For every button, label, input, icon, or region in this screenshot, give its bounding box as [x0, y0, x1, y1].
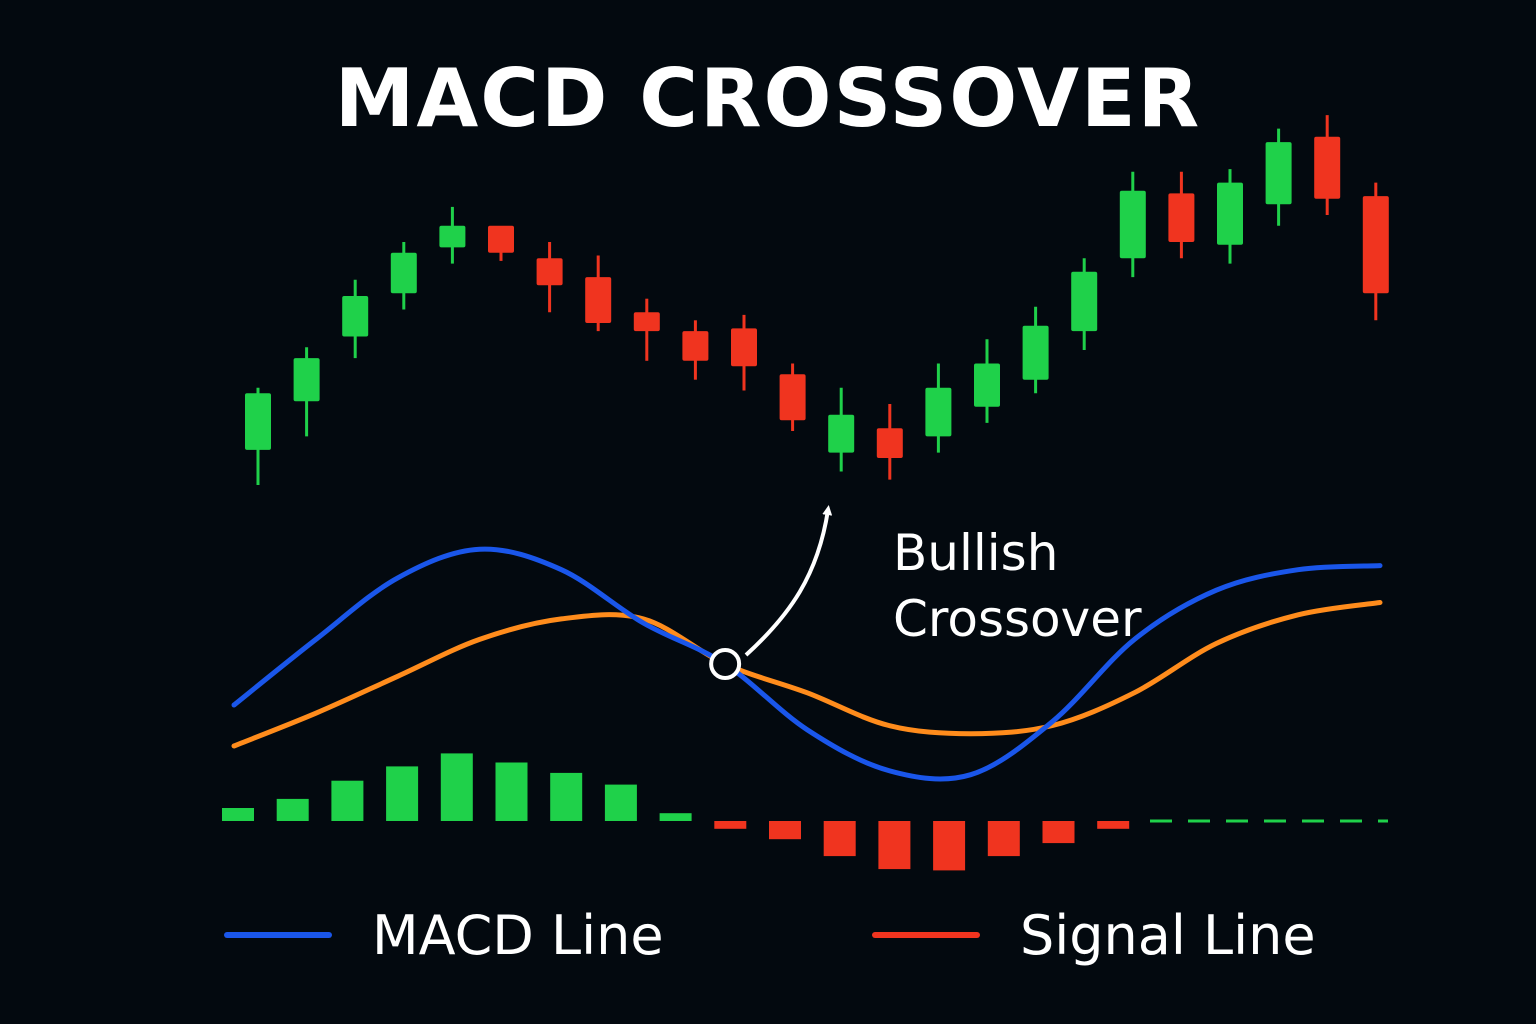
candle-body — [731, 328, 757, 367]
histogram-bar — [878, 821, 911, 870]
candle-body — [1119, 190, 1146, 259]
histogram-bar — [276, 798, 309, 821]
macd-line-series — [231, 546, 1383, 782]
signal-legend-swatch — [872, 932, 980, 938]
annotation-arrow — [744, 505, 833, 657]
annotation-line-2: Crossover — [893, 590, 1142, 648]
chart-title: MACD CROSSOVER — [334, 52, 1202, 145]
histogram-bar — [222, 808, 254, 821]
histogram-bar — [714, 821, 747, 829]
candle-body — [828, 414, 855, 453]
histogram-bar — [769, 821, 801, 840]
candle-body — [1168, 193, 1195, 242]
candle-body — [633, 312, 660, 332]
histogram-bar — [1042, 821, 1075, 844]
legend-item-signal: Signal Line — [872, 900, 1316, 970]
candle — [974, 339, 1000, 423]
candle — [1314, 115, 1341, 215]
macd-legend-swatch — [224, 932, 332, 938]
candle-body — [245, 393, 271, 450]
candle-body — [974, 363, 1000, 407]
histogram-bar — [440, 753, 473, 821]
candle — [390, 242, 417, 310]
candle-body — [1265, 142, 1292, 205]
candle — [828, 387, 855, 472]
histogram-bar — [550, 772, 583, 821]
candle-body — [925, 387, 952, 437]
candle-body — [390, 252, 417, 294]
candle — [682, 320, 709, 380]
price-candles — [245, 115, 1389, 485]
candle — [342, 279, 369, 359]
candle-body — [488, 225, 514, 253]
candle — [1022, 306, 1049, 394]
candle — [1265, 128, 1292, 226]
candle-body — [682, 331, 709, 361]
signal-legend-label: Signal Line — [1020, 903, 1316, 967]
candle — [488, 225, 514, 261]
histogram-bar — [604, 784, 637, 821]
crossover-annotation: Bullish Crossover — [893, 520, 1142, 652]
candle-body — [1362, 196, 1389, 294]
candle-body — [439, 225, 466, 248]
candle-body — [1022, 325, 1049, 380]
histogram-bar — [987, 821, 1020, 857]
histogram-bar — [495, 762, 528, 821]
candle-body — [293, 358, 320, 402]
candle-body — [876, 428, 903, 458]
candle — [876, 404, 903, 480]
candle — [536, 242, 563, 313]
candle-body — [1314, 136, 1341, 199]
candle-body — [536, 258, 563, 286]
macd-legend-label: MACD Line — [372, 903, 664, 967]
crossover-marker — [709, 648, 742, 680]
candle — [1119, 171, 1146, 278]
candle — [293, 347, 320, 437]
legend-item-macd: MACD Line — [224, 900, 664, 970]
candle — [633, 298, 660, 361]
candle — [245, 387, 271, 485]
annotation-line-1: Bullish — [893, 524, 1059, 582]
histogram-bar — [823, 821, 856, 857]
macd-histogram — [222, 753, 1130, 871]
candle — [779, 363, 806, 431]
candle — [1362, 182, 1389, 321]
candle-body — [1217, 182, 1243, 245]
candle — [731, 314, 757, 391]
candle-body — [1071, 271, 1098, 332]
candle — [585, 255, 612, 332]
histogram-bar — [659, 813, 692, 821]
histogram-bar — [331, 780, 364, 821]
candle — [439, 206, 466, 264]
signal-line-series — [231, 600, 1383, 749]
candle-body — [342, 296, 369, 337]
candle-body — [585, 277, 612, 323]
candle — [1071, 258, 1098, 350]
candle — [1168, 171, 1195, 259]
histogram-bar — [1097, 821, 1130, 829]
candle-body — [779, 374, 806, 421]
candle — [1217, 169, 1243, 264]
histogram-bar — [933, 821, 966, 871]
candle — [925, 363, 952, 453]
histogram-bar — [386, 766, 419, 821]
